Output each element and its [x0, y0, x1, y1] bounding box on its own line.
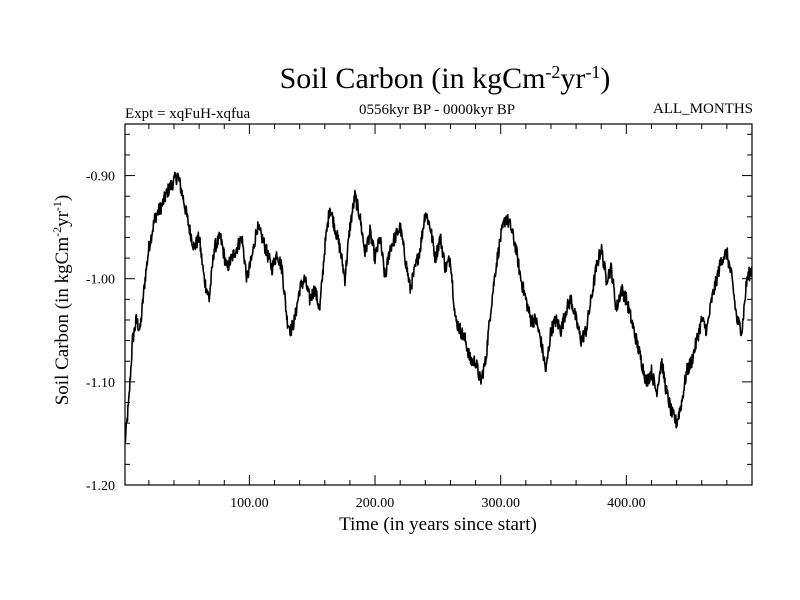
- y-tick-label: -1.20: [86, 479, 115, 494]
- plot-frame: [124, 123, 753, 486]
- x-axis-title: Time (in years since start): [339, 514, 537, 535]
- y-tick-label: -1.10: [86, 376, 115, 391]
- x-tick-label: 400.00: [607, 496, 646, 511]
- tick-labels: 100.00 200.00 300.00 400.00 -0.90 -1.00 -1.10 -…: [86, 170, 646, 511]
- x-tick-label: 300.00: [481, 496, 520, 511]
- time-range-label: 0556kyr BP - 0000kyr BP: [359, 102, 515, 118]
- experiment-label: Expt = xqFuH-xqfua: [125, 106, 250, 122]
- months-label: ALL_MONTHS: [653, 101, 753, 117]
- y-tick-label: -0.90: [86, 170, 115, 185]
- y-axis-title: Soil Carbon (in kgCm-2yr-1): [50, 195, 73, 406]
- x-tick-label: 100.00: [230, 496, 269, 511]
- y-tick-label: -1.00: [86, 273, 115, 288]
- soil-carbon-line: [124, 171, 753, 443]
- axis-ticks: [125, 124, 752, 485]
- x-tick-label: 200.00: [356, 496, 395, 511]
- chart-title: Soil Carbon (in kgCm-2yr-1): [280, 62, 611, 95]
